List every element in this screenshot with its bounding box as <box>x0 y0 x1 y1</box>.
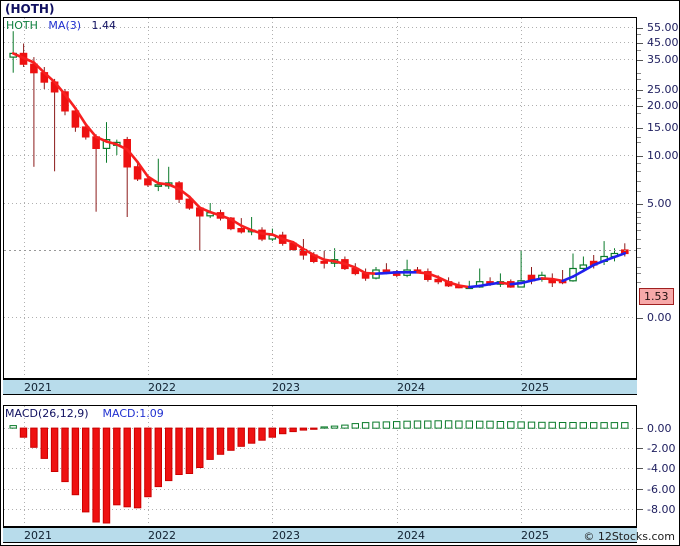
price-axis-label: 25.00 <box>647 83 679 96</box>
last-price-badge: 1.53 <box>639 288 674 305</box>
macd-axis-label: 0.00 <box>647 422 672 435</box>
price-axis-label: 5.00 <box>647 197 672 210</box>
date-axis-price: 2021 2022 2023 2024 2025 <box>3 379 637 395</box>
price-axis-label: 45.00 <box>647 36 679 49</box>
date-axis-macd: 2021 2022 2023 2024 2025 <box>3 527 637 543</box>
date-axis-label: 2025 <box>521 381 549 394</box>
date-axis-label: 2024 <box>397 529 425 542</box>
macd-chart-panel[interactable] <box>3 405 637 527</box>
price-axis-label: 35.00 <box>647 53 679 66</box>
date-axis-label: 2021 <box>24 529 52 542</box>
date-axis-label: 2022 <box>148 529 176 542</box>
price-axis-label: 20.00 <box>647 99 679 112</box>
macd-legend-label: MACD(26,12,9) <box>5 407 89 420</box>
price-legend: HOTH MA(3) 1.44 <box>6 19 116 32</box>
macd-axis-label: -6.00 <box>647 483 676 496</box>
macd-axis-label: -4.00 <box>647 462 676 475</box>
date-axis-label: 2023 <box>272 381 300 394</box>
date-axis-label: 2025 <box>521 529 549 542</box>
legend-symbol: HOTH <box>6 19 38 32</box>
price-axis-label: 55.00 <box>647 21 679 34</box>
macd-legend-value: MACD:1.09 <box>102 407 164 420</box>
price-chart-canvas <box>4 18 636 378</box>
price-axis: 55.00 45.00 35.00 25.00 20.00 15.00 10.00 5.00 0… <box>637 17 680 379</box>
price-axis-label: 15.00 <box>647 121 679 134</box>
price-chart-panel[interactable] <box>3 17 637 379</box>
macd-axis: 0.00 -2.00 -4.00 -6.00 -8.00 <box>637 405 680 527</box>
macd-chart-canvas <box>4 406 636 526</box>
price-axis-label: 10.00 <box>647 149 679 162</box>
macd-legend: MACD(26,12,9) MACD:1.09 <box>5 407 164 420</box>
date-axis-label: 2023 <box>272 529 300 542</box>
copyright-text: © 12Stocks.com <box>583 530 675 543</box>
title-bar: (HOTH) <box>1 1 680 17</box>
date-axis-label: 2021 <box>24 381 52 394</box>
price-axis-label: 0.00 <box>647 311 672 324</box>
date-axis-label: 2024 <box>397 381 425 394</box>
legend-ma-value: 1.44 <box>91 19 117 32</box>
date-axis-label: 2022 <box>148 381 176 394</box>
legend-ma-label: MA(3) <box>48 19 82 32</box>
page-title: (HOTH) <box>5 2 55 16</box>
macd-axis-label: -8.00 <box>647 503 676 516</box>
macd-axis-label: -2.00 <box>647 442 676 455</box>
